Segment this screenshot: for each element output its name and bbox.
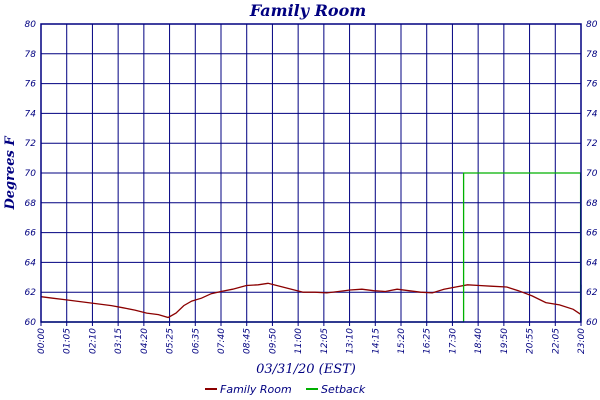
y-tick-label-right: 64	[586, 258, 598, 268]
y-tick-label-left: 74	[25, 109, 37, 119]
y-tick-label-right: 70	[586, 169, 598, 179]
legend: Family Room Setback	[205, 383, 366, 396]
y-tick-label-right: 74	[586, 109, 598, 119]
y-tick-label-right: 60	[586, 318, 598, 328]
x-tick-label: 15:20	[397, 328, 407, 354]
y-tick-label-right: 62	[586, 288, 598, 298]
x-tick-label: 05:25	[166, 328, 176, 354]
y-tick-label-left: 78	[25, 50, 37, 60]
x-axis: 00:00 01:05 02:10 03:15 04:20 05:25 06:35 07:40…	[37, 322, 587, 354]
y-axis-label: Degrees F	[3, 136, 18, 211]
y-tick-label-left: 70	[25, 169, 37, 179]
x-tick-label: 19:50	[500, 328, 510, 354]
x-tick-label: 04:20	[140, 328, 150, 354]
y-tick-label-left: 62	[25, 288, 37, 298]
x-tick-label: 18:40	[474, 328, 484, 354]
y-tick-label-left: 80	[25, 20, 37, 30]
x-tick-label: 06:35	[191, 328, 201, 354]
y-axis-left: 60 62 64 66 68 70 72 74 76 78 80	[25, 20, 37, 328]
x-axis-label: 03/31/20 (EST)	[256, 362, 356, 377]
x-tick-label: 01:05	[63, 328, 73, 354]
y-tick-label-right: 80	[586, 20, 598, 30]
y-tick-label-left: 60	[25, 318, 37, 328]
y-tick-label-left: 64	[25, 258, 37, 268]
y-tick-label-left: 72	[25, 139, 37, 149]
y-tick-label-left: 66	[25, 229, 37, 239]
chart-title: Family Room	[249, 1, 366, 20]
x-tick-label: 22:05	[551, 328, 561, 354]
x-tick-label: 09:50	[268, 328, 278, 354]
y-tick-label-left: 76	[25, 80, 37, 90]
y-tick-label-right: 68	[586, 199, 598, 209]
legend-label: Setback	[321, 383, 366, 396]
x-tick-label: 17:30	[448, 328, 458, 354]
x-tick-label: 02:10	[88, 328, 98, 354]
x-tick-label: 14:15	[371, 328, 381, 354]
x-tick-label: 16:25	[423, 328, 433, 354]
x-tick-label: 23:00	[577, 328, 587, 354]
y-tick-label-left: 68	[25, 199, 37, 209]
x-tick-label: 00:00	[37, 328, 47, 354]
y-tick-label-right: 78	[586, 50, 598, 60]
x-tick-label: 12:05	[320, 328, 330, 354]
y-tick-label-right: 76	[586, 80, 598, 90]
x-tick-label: 03:15	[114, 328, 124, 354]
x-tick-label: 20:55	[526, 328, 536, 354]
y-axis-right: 60 62 64 66 68 70 72 74 76 78 80	[586, 20, 598, 328]
series-line-family-room	[40, 282, 582, 319]
y-tick-label-right: 66	[586, 229, 598, 239]
x-tick-label: 08:45	[243, 328, 253, 354]
plot-frame	[40, 23, 582, 323]
x-tick-label: 07:40	[217, 328, 227, 354]
y-tick-label-right: 72	[586, 139, 598, 149]
legend-label: Family Room	[220, 383, 292, 396]
x-tick-label: 13:10	[346, 328, 356, 354]
x-tick-label: 11:00	[294, 328, 304, 354]
